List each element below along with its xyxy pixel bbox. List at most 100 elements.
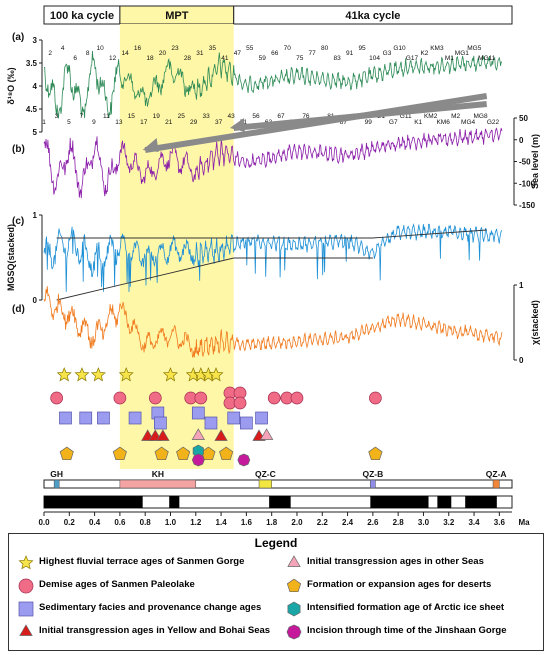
arrowhead-1: [142, 138, 159, 152]
desert-pentagon-2: [154, 446, 169, 461]
unit-bar-0: [53, 479, 60, 489]
legend-circle-icon: [18, 578, 34, 594]
desert-pentagon-5: [219, 446, 234, 461]
legend-label: Highest fluvial terrace ages of Sanmen G…: [39, 556, 245, 567]
polarity-black-5: [465, 496, 497, 508]
terrace-star-2: [90, 367, 106, 382]
y-tick-label-c-1: 0: [33, 296, 38, 305]
mis-label-61: K2: [420, 50, 428, 57]
legend-label: Initial transgression ages in Yellow and…: [39, 625, 271, 636]
mis-label-47: 83: [333, 55, 341, 62]
mis-label-57: G10: [393, 45, 406, 52]
polarity-black-1: [169, 496, 180, 508]
x-tick-label-17: 3.4: [468, 518, 480, 527]
legend-symbol-triangle: [287, 555, 301, 567]
terrace-star-3: [118, 367, 134, 382]
y-tick-label-b-3: -100: [519, 179, 536, 188]
legend-label: Formation or expansion ages for deserts: [307, 579, 492, 590]
y-axis-label-d: χ(stacked): [530, 300, 540, 345]
x-tick-label-4: 0.8: [140, 518, 152, 527]
panel-label-b: (b): [12, 144, 25, 155]
y-tick-label-d-0: 1: [519, 281, 524, 290]
unit-bar-1: [119, 479, 197, 489]
mis-label-35: 59: [259, 55, 267, 62]
panel-b: 50 0 -50 -100 -150 Sea level (m): [43, 114, 540, 210]
mis-label-19: 20: [159, 50, 167, 57]
legend-star-icon: [18, 555, 34, 570]
mis-label-10: 11: [103, 113, 110, 120]
mis-label-38: 67: [277, 113, 285, 120]
legend-hexagon-icon: [287, 601, 301, 617]
paleolake-circle-2: [148, 391, 162, 405]
legend-octagon-icon: [286, 624, 302, 640]
other-seas-triangle-0: [191, 428, 206, 440]
polarity-black-0: [44, 496, 143, 508]
mis-label-21: 23: [171, 45, 179, 52]
facies-square-2: [97, 411, 110, 425]
y-tick-label-b-2: -50: [519, 158, 531, 167]
mis-label-60: K1: [414, 119, 422, 126]
y-tick-label-b-4: -150: [519, 201, 536, 210]
mis-label-41: 75: [296, 55, 304, 62]
y-tick-label-d-1: 0: [519, 356, 524, 365]
legend-symbol-octagon: [286, 624, 302, 640]
x-tick-label-1: 0.2: [64, 518, 76, 527]
trend-line-upper: [56, 229, 487, 239]
mis-label-68: MG4: [461, 119, 475, 126]
cycle-label-0: 100 ka cycle: [50, 10, 114, 22]
mis-label-34: 56: [252, 113, 260, 120]
x-tick-label-8: 1.6: [241, 518, 253, 527]
facies-square-9: [240, 416, 253, 430]
legend-symbol-triangle: [19, 624, 33, 636]
paleolake-circle-4: [194, 391, 208, 405]
x-tick-label-11: 2.2: [317, 518, 329, 527]
mis-label-27: 35: [209, 45, 217, 52]
unit-label-1: KH: [152, 469, 164, 479]
mis-label-11: 12: [109, 55, 117, 62]
facies-square-1: [79, 411, 93, 425]
facies-square-3: [128, 411, 142, 425]
legend-symbol-star: [18, 555, 34, 570]
mis-label-33: 55: [246, 45, 254, 52]
polarity-black-2: [269, 496, 291, 508]
y-tick-label-b-1: 0: [519, 136, 524, 145]
mis-label-49: 91: [346, 50, 354, 57]
mis-label-45: 80: [321, 45, 329, 52]
panel-d: 1 0 χ(stacked): [43, 281, 540, 365]
mis-label-72: G22: [487, 119, 500, 126]
unit-label-0: GH: [50, 469, 63, 479]
panel-label-a: (a): [12, 32, 24, 43]
facies-square-0: [59, 411, 72, 425]
mis-label-55: G3: [383, 50, 392, 57]
mis-label-59: G17: [406, 55, 419, 62]
mis-label-51: 95: [358, 45, 366, 52]
mis-label-71: MG11: [478, 55, 496, 62]
mis-label-62: KM2: [424, 113, 438, 120]
x-tick-label-7: 1.4: [216, 518, 228, 527]
mis-label-1: 2: [48, 50, 52, 57]
mis-label-70: MG8: [474, 113, 488, 120]
mis-label-29: 41: [221, 55, 229, 62]
y-axis-label-c: MGSQ(stacked): [6, 224, 16, 291]
mis-label-24: 29: [190, 119, 198, 126]
x-tick-label-15: 3.0: [418, 518, 430, 527]
x-tick-label-2: 0.4: [89, 518, 101, 527]
x-tick-label-9: 1.8: [266, 518, 278, 527]
unit-label-2: QZ-C: [255, 469, 276, 479]
arrowhead-2: [229, 118, 245, 132]
units-bar-frame: [43, 479, 513, 489]
x-tick-label-16: 3.2: [443, 518, 455, 527]
legend: Legend Highest fluvial terrace ages of S…: [8, 533, 544, 651]
mis-label-48: 87: [340, 119, 348, 126]
unit-label-4: QZ-A: [486, 469, 507, 479]
paleolake-circle-8: [233, 396, 247, 410]
unit-bar-4: [492, 479, 500, 489]
mis-label-6: 7: [80, 113, 84, 120]
paleolake-circle-12: [369, 391, 382, 405]
legend-label: Intensified formation age of Arctic ice …: [307, 602, 505, 613]
legend-label: Sedimentary facies and provenance change…: [39, 602, 262, 613]
x-tick-label-13: 2.6: [367, 518, 379, 527]
other-seas-triangle-1: [259, 428, 274, 440]
y-tick-label-c-0: 1: [33, 211, 38, 220]
